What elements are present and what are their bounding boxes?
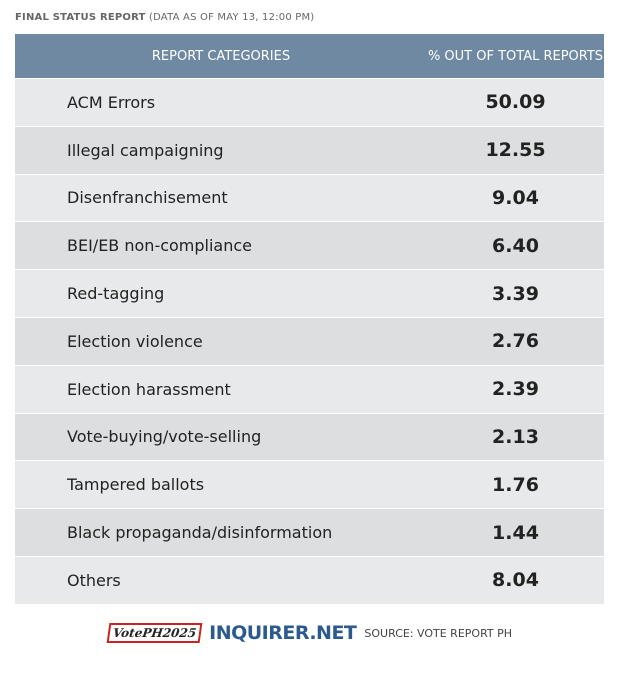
table-row: Others 8.04	[15, 555, 604, 604]
value-cell: 2.76	[427, 316, 604, 366]
title-note: (DATA AS OF MAY 13, 12:00 PM)	[148, 12, 315, 23]
category-cell: Others	[15, 555, 427, 604]
title-label: FINAL STATUS REPORT	[15, 12, 146, 23]
category-cell: Red-tagging	[15, 269, 427, 318]
value-cell: 1.76	[427, 460, 604, 509]
value-cell: 12.55	[427, 125, 604, 175]
logo: VotePH2025	[106, 623, 203, 643]
category-cell: Disenfranchisement	[15, 173, 427, 222]
value-cell: 8.04	[427, 555, 604, 604]
table-row: Illegal campaigning 12.55	[15, 125, 604, 175]
value-cell: 1.44	[427, 508, 604, 557]
header-cell: % OUT OF TOTAL REPORTS	[427, 34, 604, 79]
value-cell: 2.39	[427, 364, 604, 414]
footer: VotePH2025 INQUIRER.NET SOURCE: VOTE REP…	[0, 622, 620, 644]
value-cell: 6.40	[427, 221, 604, 270]
table-row: Black propaganda/disinformation 1.44	[15, 508, 604, 557]
category-cell: Election harassment	[15, 364, 427, 414]
table-row: BEI/EB non-compliance 6.40	[15, 221, 604, 270]
category-cell: ACM Errors	[15, 78, 427, 127]
table-row: Vote-buying/vote-selling 2.13	[15, 412, 604, 461]
value-cell: 9.04	[427, 173, 604, 222]
table-row: Election harassment 2.39	[15, 364, 604, 414]
value-cell: 50.09	[427, 78, 604, 127]
category-cell: Election violence	[15, 316, 427, 366]
table-row: Disenfranchisement 9.04	[15, 173, 604, 222]
category-cell: Vote-buying/vote-selling	[15, 412, 427, 461]
brand: INQUIRER.NET	[209, 622, 357, 644]
table-body: ACM Errors 50.09 Illegal campaigning 12.55 D…	[15, 78, 604, 604]
title: FINAL STATUS REPORT (DATA AS OF MAY 13, …	[15, 12, 314, 23]
category-cell: BEI/EB non-compliance	[15, 221, 427, 270]
category-cell: Illegal campaigning	[15, 125, 427, 175]
table-row: Tampered ballots 1.76	[15, 460, 604, 509]
table-row: Election violence 2.76	[15, 316, 604, 366]
value-cell: 3.39	[427, 269, 604, 318]
header-cell: REPORT CATEGORIES	[15, 34, 427, 79]
table-row: Red-tagging 3.39	[15, 269, 604, 318]
table: REPORT CATEGORIES % OUT OF TOTAL REPORTS…	[15, 34, 604, 604]
source: SOURCE: VOTE REPORT PH	[364, 626, 513, 640]
table-row: ACM Errors 50.09	[15, 78, 604, 127]
value-cell: 2.13	[427, 412, 604, 461]
header-row: REPORT CATEGORIES % OUT OF TOTAL REPORTS	[15, 34, 604, 79]
category-cell: Tampered ballots	[15, 460, 427, 509]
category-cell: Black propaganda/disinformation	[15, 508, 427, 557]
